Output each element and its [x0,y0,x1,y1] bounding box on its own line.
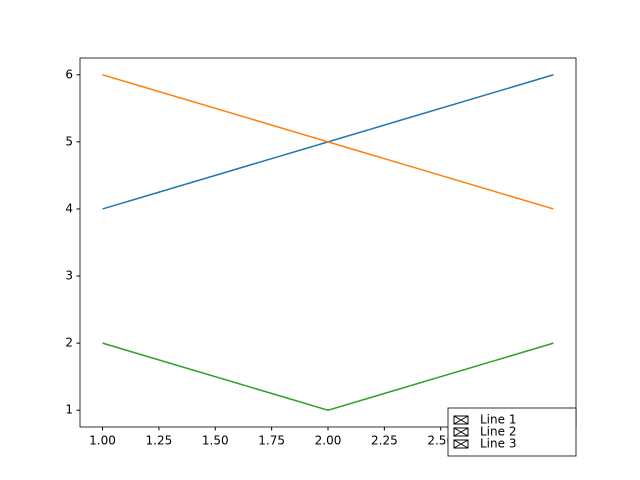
legend-swatch-x [453,439,469,449]
legend-swatch-x [453,427,469,437]
legend-label: Line 3 [480,437,516,451]
legend-swatch-x [453,415,469,425]
x-tick-label: 1.75 [258,434,285,448]
y-tick-label: 4 [65,201,73,215]
legend-label: Line 1 [480,413,516,427]
y-tick-label: 1 [65,403,73,417]
y-tick-label: 3 [65,269,73,283]
legend-box [447,407,577,457]
x-tick-label: 1.00 [89,434,116,448]
x-tick-label: 2.50 [427,434,454,448]
axes-frame [79,57,577,428]
line-series [102,342,554,412]
x-tick-label: 1.25 [146,434,173,448]
y-tick-label: 5 [65,134,73,148]
y-tick-label: 6 [65,67,73,81]
line-series [102,74,554,210]
y-tick-label: 2 [65,336,73,350]
x-tick-label: 2.25 [371,434,398,448]
x-tick-label: 1.50 [202,434,229,448]
legend-label: Line 2 [480,425,516,439]
x-tick-label: 2.00 [315,434,342,448]
